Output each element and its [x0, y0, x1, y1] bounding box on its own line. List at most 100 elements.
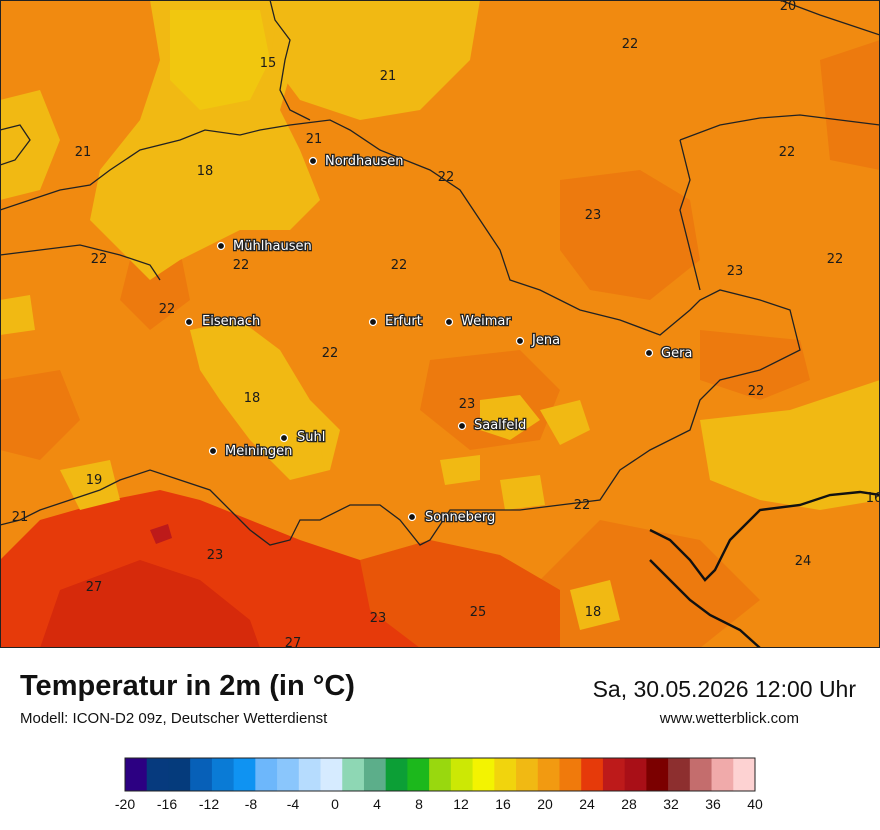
temp-label: 22 — [159, 302, 176, 317]
city-nordhausen: Nordhausen — [308, 153, 405, 170]
temp-label: 19 — [86, 473, 103, 488]
forecast-datetime: Sa, 30.05.2026 12:00 Uhr — [592, 676, 856, 702]
temp-label: 21 — [306, 132, 323, 147]
temp-label: 18 — [585, 605, 602, 620]
legend-color-bin — [407, 758, 430, 791]
legend-tick-label: -12 — [199, 796, 219, 812]
legend-tick-label: 28 — [621, 796, 637, 812]
legend-tick-label: 4 — [373, 796, 381, 812]
temp-label: 22 — [827, 252, 844, 267]
city-label: Sonneberg — [425, 510, 495, 525]
legend-tick-label: 16 — [495, 796, 511, 812]
legend-color-bin — [125, 758, 148, 791]
temp-label: 22 — [322, 346, 339, 361]
legend-color-bin — [255, 758, 278, 791]
legend-tick-label: 24 — [579, 796, 595, 812]
legend-color-bin — [646, 758, 669, 791]
legend-color-bin — [429, 758, 452, 791]
temp-label: 18 — [244, 391, 261, 406]
city-label: Mühlhausen — [233, 239, 312, 254]
temp-label: 20 — [780, 0, 797, 14]
legend-color-bin — [320, 758, 343, 791]
city-label: Erfurt — [385, 314, 422, 329]
legend-tick-label: 32 — [663, 796, 679, 812]
legend-color-bin — [668, 758, 691, 791]
city-dot — [184, 317, 194, 327]
city-label: Saalfeld — [474, 418, 526, 433]
temp-label: 23 — [207, 548, 224, 563]
legend-tick-label: -4 — [287, 796, 300, 812]
temp-label: 24 — [795, 554, 812, 569]
city-label: Nordhausen — [325, 154, 404, 169]
temp-label: 16 — [866, 491, 880, 506]
city-muehlhausen: Mühlhausen — [216, 238, 313, 255]
model-info: Modell: ICON-D2 09z, Deutscher Wetterdie… — [20, 710, 328, 727]
national-border — [649, 490, 880, 582]
legend-color-bin — [472, 758, 495, 791]
city-label: Weimar — [461, 314, 511, 329]
temperature-legend: -20 -16 -12 -8 -4 0 4 8 12 16 20 24 28 32 36 40 — [115, 757, 763, 812]
city-label: Jena — [531, 333, 560, 348]
temp-label: 22 — [233, 258, 250, 273]
temp-label: 22 — [91, 252, 108, 267]
legend-tick-label: 20 — [537, 796, 553, 812]
temp-label: 22 — [391, 258, 408, 273]
legend-color-bin — [190, 758, 213, 791]
city-dot — [216, 241, 226, 251]
city-markers: Nordhausen Mühlhausen Eisenach Erfurt We… — [184, 153, 694, 526]
city-jena: Jena — [515, 332, 561, 349]
temp-label: 18 — [197, 164, 214, 179]
city-dot — [308, 156, 318, 166]
city-label: Suhl — [297, 430, 325, 445]
legend-color-bin — [494, 758, 517, 791]
temp-label: 21 — [12, 510, 29, 525]
temp-label: 23 — [370, 611, 387, 626]
legend-color-bin — [298, 758, 321, 791]
temp-label: 21 — [75, 145, 92, 160]
legend-color-bins — [125, 758, 756, 791]
city-weimar: Weimar — [444, 313, 513, 330]
city-sonneberg: Sonneberg — [407, 509, 497, 526]
city-dot — [444, 317, 454, 327]
temp-label: 21 — [380, 69, 397, 84]
temp-label: 25 — [470, 605, 487, 620]
temp-label: 22 — [574, 498, 591, 513]
temp-label: 27 — [86, 580, 103, 595]
city-label: Meiningen — [225, 444, 292, 459]
legend-color-bin — [559, 758, 582, 791]
city-dot — [208, 446, 218, 456]
temp-label: 22 — [622, 37, 639, 52]
city-label: Eisenach — [202, 314, 260, 329]
map-title: Temperatur in 2m (in °C) — [20, 670, 355, 702]
city-erfurt: Erfurt — [368, 313, 423, 330]
legend-color-bin — [624, 758, 647, 791]
legend-color-bin — [277, 758, 300, 791]
legend-tick-label: -8 — [245, 796, 258, 812]
legend-color-bin — [168, 758, 191, 791]
city-eisenach: Eisenach — [184, 313, 262, 330]
temp-label: 15 — [260, 56, 277, 71]
legend-tick-label: 36 — [705, 796, 721, 812]
legend-tick-label: -20 — [115, 796, 135, 812]
legend-color-bin — [711, 758, 734, 791]
legend-color-bin — [602, 758, 626, 791]
legend-tick-label: 12 — [453, 796, 469, 812]
legend-color-bin — [581, 758, 604, 791]
legend-color-bin — [233, 758, 256, 791]
legend-tick-label: 0 — [331, 796, 339, 812]
city-dot — [515, 336, 525, 346]
legend-color-bin — [450, 758, 473, 791]
legend-color-bin — [733, 758, 756, 791]
legend-color-bin — [342, 758, 365, 791]
legend-ticks: -20 -16 -12 -8 -4 0 4 8 12 16 20 24 28 32 36 40 — [115, 796, 763, 812]
temp-label: 23 — [727, 264, 744, 279]
legend-tick-label: -16 — [157, 796, 177, 812]
temperature-zone-cool — [0, 0, 880, 630]
city-dot — [407, 512, 417, 522]
temp-label: 23 — [459, 397, 476, 412]
city-saalfeld: Saalfeld — [457, 417, 528, 434]
legend-color-bin — [689, 758, 712, 791]
city-dot — [457, 421, 467, 431]
website-link[interactable]: www.wetterblick.com — [659, 710, 799, 727]
legend-frame — [124, 757, 756, 792]
